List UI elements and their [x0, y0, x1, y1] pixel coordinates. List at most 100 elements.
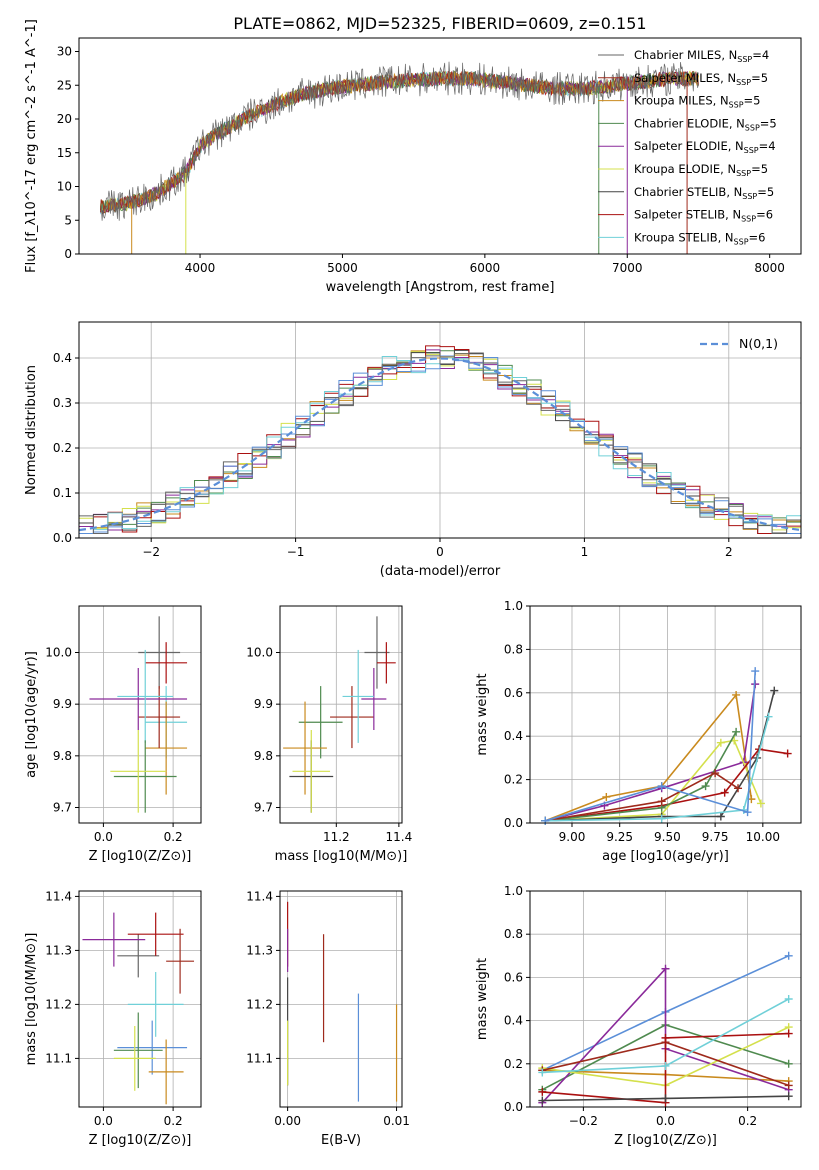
legend-label: Chabrier MILES, NSSP=4 [634, 48, 769, 64]
x-tick-label: 5000 [327, 261, 358, 275]
x-tick-label: 11.4 [386, 830, 413, 844]
legend-label: Kroupa ELODIE, NSSP=5 [634, 162, 768, 178]
y-tick-label: 0.2 [504, 773, 523, 787]
x-tick-label: 0.2 [738, 1114, 757, 1128]
x-tick-label: 0.2 [164, 1114, 183, 1128]
y-tick-label: 11.4 [246, 889, 273, 903]
y-tick-label: 0.6 [504, 686, 523, 700]
x-tick-label: 10.00 [746, 830, 780, 844]
legend-label: Chabrier ELODIE, NSSP=5 [634, 116, 777, 132]
y-tick-label: 11.3 [45, 943, 72, 957]
point-marker [784, 1029, 793, 1038]
point-marker [657, 782, 666, 791]
y-tick-label: 5 [64, 213, 72, 227]
y-tick-label: 0.8 [504, 927, 523, 941]
point-marker [743, 808, 752, 817]
y-tick-label: 0.2 [504, 1057, 523, 1071]
x-axis-label: wavelength [Angstrom, rest frame] [326, 280, 555, 295]
point-marker [784, 951, 793, 960]
x-axis-label: Z [log10(Z/Z⊙)] [89, 1133, 192, 1148]
y-axis-label: age [log10(age/yr)] [24, 651, 39, 778]
axes-frame [78, 890, 202, 1108]
y-tick-label: 9.7 [53, 801, 72, 815]
point-marker [783, 749, 792, 758]
point-marker [701, 782, 710, 791]
x-tick-label: 0.0 [656, 1114, 675, 1128]
y-tick-label: 1.0 [504, 884, 523, 898]
point-marker [784, 1081, 793, 1090]
weight-series [545, 731, 737, 822]
y-axis-label: mass weight [475, 673, 490, 755]
x-tick-label: 9.75 [702, 830, 729, 844]
legend-label: Chabrier STELIB, NSSP=5 [634, 185, 774, 201]
weight-series [545, 693, 753, 822]
weight-series [545, 716, 770, 822]
y-tick-label: 11.2 [45, 997, 72, 1011]
y-tick-label: 25 [57, 78, 72, 92]
point-marker [751, 667, 760, 676]
y-tick-label: 10 [57, 180, 72, 194]
x-axis-label: mass [log10(M/M⊙)] [275, 849, 408, 864]
y-tick-label: 0.4 [504, 1014, 523, 1028]
legend-label: Salpeter STELIB, NSSP=6 [634, 208, 773, 224]
y-tick-label: 11.1 [45, 1051, 72, 1065]
y-tick-label: 0.0 [504, 816, 523, 830]
panel-age_vs_mass: 11.2 11.4 9.7 9.8 9.9 10.0 mass [log10(M/M⊙)] [246, 605, 413, 864]
x-tick-label: 11.2 [323, 830, 350, 844]
y-tick-label: 0.4 [53, 351, 72, 365]
x-tick-label: 0.2 [164, 830, 183, 844]
x-axis-label: Z [log10(Z/Z⊙)] [614, 1133, 717, 1148]
y-axis-label: Normed distribution [24, 365, 39, 495]
y-tick-label: 9.9 [254, 697, 273, 711]
x-tick-label: 9.50 [654, 830, 681, 844]
y-tick-label: 15 [57, 146, 72, 160]
x-tick-label: 6000 [470, 261, 501, 275]
x-tick-label: 0.00 [274, 1114, 301, 1128]
point-marker [784, 1092, 793, 1101]
point-marker [602, 792, 611, 801]
y-tick-label: 0.8 [504, 642, 523, 656]
y-tick-label: 0.1 [53, 486, 72, 500]
point-marker [711, 769, 720, 778]
legend-label: Salpeter ELODIE, NSSP=4 [634, 139, 776, 155]
x-tick-label: 0 [436, 545, 444, 559]
point-marker [716, 812, 725, 821]
y-axis-label: mass weight [475, 958, 490, 1040]
y-tick-label: 20 [57, 112, 72, 126]
weight-series [545, 772, 739, 822]
x-axis-label: E(B-V) [321, 1133, 361, 1148]
x-axis-label: Z [log10(Z/Z⊙)] [89, 849, 192, 864]
point-marker [732, 690, 741, 699]
legend-label: Kroupa STELIB, NSSP=6 [634, 230, 765, 246]
x-tick-label: 0.01 [383, 1114, 410, 1128]
y-tick-label: 9.7 [254, 801, 273, 815]
point-marker [734, 784, 743, 793]
y-tick-label: 0.6 [504, 970, 523, 984]
y-tick-label: 0.3 [53, 396, 72, 410]
point-marker [720, 788, 729, 797]
point-marker [764, 712, 773, 721]
x-tick-label: 7000 [612, 261, 643, 275]
point-marker [538, 1087, 547, 1096]
point-marker [756, 799, 765, 808]
x-tick-label: 0.0 [94, 830, 113, 844]
x-tick-label: 8000 [754, 261, 785, 275]
axes-frame [529, 605, 802, 824]
y-tick-label: 30 [57, 45, 72, 59]
y-tick-label: 11.1 [246, 1051, 273, 1065]
gaussian-curve [78, 357, 802, 532]
panel-residuals: −2 −1 0 1 2 0.0 0.1 0.2 0.3 0.4 (data-model)/error… [24, 321, 802, 579]
x-tick-label: 2 [725, 545, 733, 559]
panel-weight_vs_Z: −0.2 0.0 0.2 0.0 0.2 0.4 0.6 0.8 1.0 Z [log10(Z/Z… [475, 884, 802, 1148]
point-marker [716, 738, 725, 747]
axes-frame [78, 605, 202, 824]
panel-mass_vs_EBV: 0.00 0.01 11.1 11.2 11.3 11.4 E(B-V) [246, 889, 410, 1148]
point-marker [661, 1033, 670, 1042]
y-tick-label: 9.8 [53, 749, 72, 763]
y-tick-label: 9.8 [254, 749, 273, 763]
panel-spectrum: 4000 5000 6000 7000 8000 0 5 10 15 20 25 30 waveleng… [24, 19, 802, 295]
point-marker [538, 1096, 547, 1105]
figure-title: PLATE=0862, MJD=52325, FIBERID=0609, z=0… [233, 14, 646, 33]
axes-frame [78, 321, 802, 539]
